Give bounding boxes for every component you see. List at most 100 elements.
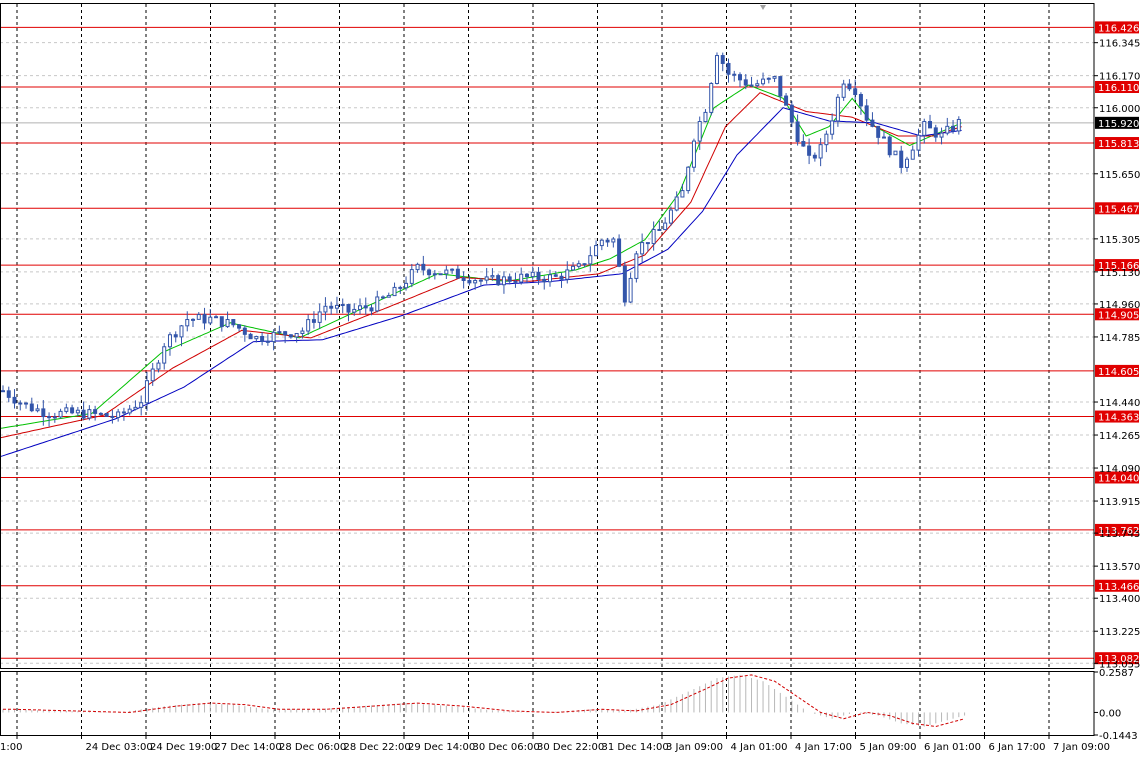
candle-body xyxy=(306,319,311,332)
candle-body xyxy=(1,390,5,393)
candle-body xyxy=(772,76,777,79)
candle-body xyxy=(720,55,725,64)
candle-body xyxy=(248,333,253,340)
level-label: 114.363 xyxy=(1098,413,1139,424)
candle-body xyxy=(680,190,685,198)
level-label: 116.110 xyxy=(1098,83,1139,94)
candle-body xyxy=(323,305,328,313)
candle-body xyxy=(6,390,11,398)
candle-body xyxy=(415,263,420,271)
candle-body xyxy=(346,304,351,313)
level-label-bg xyxy=(1095,21,1139,34)
candle-body xyxy=(778,76,783,97)
candle-body xyxy=(738,74,743,81)
x-tick-label: 24 Dec 19:00 xyxy=(150,742,217,753)
candle-body xyxy=(265,340,270,343)
candle-body xyxy=(640,242,645,255)
candle-body xyxy=(231,319,236,326)
current-price-label: 115.920 xyxy=(1098,119,1139,130)
candle-body xyxy=(864,105,869,121)
candle-body xyxy=(162,346,167,364)
candle-body xyxy=(887,136,892,156)
candle-body xyxy=(300,330,305,335)
candle-body xyxy=(697,121,702,142)
candle-body xyxy=(490,275,495,278)
candle-body xyxy=(352,308,357,313)
candle-body xyxy=(881,136,886,139)
y-tick-label: 114.785 xyxy=(1099,333,1140,344)
candle-body xyxy=(225,319,230,328)
level-label: 115.467 xyxy=(1098,204,1139,215)
y-tick-label: 113.225 xyxy=(1099,627,1140,638)
x-tick-label: 28 Dec 06:00 xyxy=(279,742,346,753)
candle-body xyxy=(841,83,846,98)
candle-body xyxy=(444,269,449,275)
x-tick-label: 30 Dec 06:00 xyxy=(473,742,540,753)
y-tick-label: 115.305 xyxy=(1099,235,1140,246)
candle-body xyxy=(634,253,639,279)
candle-body xyxy=(674,196,679,211)
candle-body xyxy=(47,416,52,419)
candle-body xyxy=(478,279,483,282)
x-tick-label: 6 Jan 01:00 xyxy=(924,742,981,753)
candle-body xyxy=(144,380,149,404)
candle-body xyxy=(58,410,63,418)
candle-body xyxy=(663,222,668,231)
candle-body xyxy=(35,408,40,412)
level-label: 113.466 xyxy=(1098,582,1139,593)
candle-body xyxy=(507,276,512,282)
candle-body xyxy=(185,319,190,327)
level-label: 114.605 xyxy=(1098,367,1139,378)
level-label-bg xyxy=(1095,81,1139,93)
candle-body xyxy=(427,269,432,276)
candle-body xyxy=(438,273,443,276)
candle-body xyxy=(749,84,754,87)
candle-body xyxy=(317,311,322,323)
candle-body xyxy=(288,334,293,338)
candle-body xyxy=(922,121,927,136)
x-tick-label: 27 Dec 14:00 xyxy=(215,742,282,753)
candle-body xyxy=(732,73,737,76)
x-tick-label: 7 Jan 09:00 xyxy=(1053,742,1110,753)
candle-body xyxy=(329,305,334,309)
candle-body xyxy=(214,316,219,319)
candle-body xyxy=(173,334,178,338)
level-label-bg xyxy=(1095,410,1139,423)
candle-body xyxy=(398,286,403,289)
candle-body xyxy=(501,276,506,286)
candle-body xyxy=(789,104,794,123)
candle-body xyxy=(283,331,288,336)
candle-body xyxy=(70,407,75,414)
osc-y-tick-label: 0.2587 xyxy=(1099,668,1134,679)
candle-body xyxy=(133,406,138,410)
candle-body xyxy=(363,305,368,309)
candle-body xyxy=(847,83,852,90)
x-tick-label: 4 Jan 01:00 xyxy=(731,742,788,753)
osc-y-tick-label: -0.1443 xyxy=(1099,731,1138,742)
level-label-bg xyxy=(1095,652,1139,665)
level-label-bg xyxy=(1095,471,1139,484)
x-tick-label: 1:00 xyxy=(0,742,22,753)
oscillator-pane-frame xyxy=(0,671,1095,736)
candle-body xyxy=(12,396,17,404)
candle-body xyxy=(766,77,771,80)
candle-body xyxy=(668,209,673,224)
candle-body xyxy=(191,318,196,321)
candle-body xyxy=(904,158,909,168)
y-tick-label: 114.440 xyxy=(1099,398,1140,409)
candle-body xyxy=(87,409,92,419)
candle-body xyxy=(599,239,604,247)
y-tick-label: 114.960 xyxy=(1099,300,1140,311)
candle-body xyxy=(939,132,944,138)
level-label: 116.426 xyxy=(1098,23,1139,34)
candle-body xyxy=(714,55,719,84)
level-label: 115.813 xyxy=(1098,139,1139,150)
level-label: 114.905 xyxy=(1098,310,1139,321)
candle-body xyxy=(357,305,362,310)
candle-body xyxy=(260,335,265,342)
candle-body xyxy=(910,149,915,160)
candle-body xyxy=(571,265,576,271)
candle-body xyxy=(156,362,161,370)
candle-body xyxy=(116,411,121,418)
